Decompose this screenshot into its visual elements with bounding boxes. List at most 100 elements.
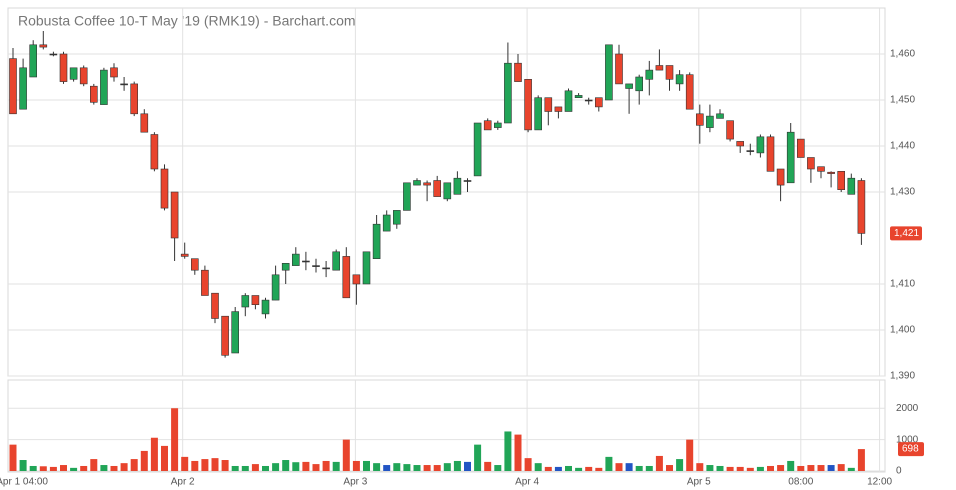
last-volume-label: 698 xyxy=(902,444,919,455)
volume-bar xyxy=(605,456,613,471)
candle-body xyxy=(49,53,58,56)
candle-body xyxy=(433,180,442,197)
volume-bar xyxy=(100,465,108,471)
candle-body xyxy=(100,69,108,105)
volume-bar xyxy=(575,467,583,471)
x-tick-label: 12:00 xyxy=(867,477,892,488)
candle-body xyxy=(39,44,48,48)
candle-body xyxy=(413,180,421,186)
candle-body xyxy=(79,67,88,85)
candle-body xyxy=(463,180,472,182)
candle-body xyxy=(201,269,209,296)
y-tick-label: 1,390 xyxy=(890,371,915,382)
grid xyxy=(8,8,885,472)
candle-body xyxy=(332,251,341,271)
candle-body xyxy=(392,210,401,225)
volume-bar xyxy=(90,459,98,471)
x-tick-label: 08:00 xyxy=(788,477,813,488)
volume-bar xyxy=(423,465,431,471)
candle-body xyxy=(160,168,169,209)
candle-body xyxy=(514,62,522,82)
candle-body xyxy=(544,97,553,112)
x-tick-label: Apr 1 04:00 xyxy=(0,477,48,488)
volume-bar xyxy=(686,439,694,471)
candle-body xyxy=(847,177,856,195)
volume-bar xyxy=(797,465,805,471)
candle-body xyxy=(665,65,674,80)
candle-body xyxy=(726,120,734,140)
volume-tick-label: 0 xyxy=(896,466,902,477)
volume-bar xyxy=(130,459,138,471)
y-tick-label: 1,450 xyxy=(890,95,915,106)
candle-body xyxy=(362,251,371,285)
last-volume-box xyxy=(898,442,924,457)
candle-body xyxy=(635,76,644,92)
candle-body xyxy=(605,44,613,101)
last-price-label: 1,421 xyxy=(894,228,919,239)
candle-body xyxy=(837,171,846,191)
volume-tick-label: 2000 xyxy=(896,403,919,414)
candle-body xyxy=(736,141,745,147)
candle-body xyxy=(746,150,755,152)
candle-body xyxy=(594,97,603,108)
volume-bar xyxy=(110,465,118,471)
volume-bar xyxy=(262,465,269,471)
candle-body xyxy=(372,223,381,259)
volume-bar xyxy=(544,466,552,471)
candle-body xyxy=(251,295,260,305)
volume-bar xyxy=(302,461,310,471)
volume-bar xyxy=(282,460,290,471)
volume-bar xyxy=(736,466,744,471)
candle-body xyxy=(524,79,532,131)
candle-body xyxy=(29,44,38,78)
volume-bar xyxy=(312,464,320,471)
volume-bar xyxy=(625,463,633,471)
volume-bar xyxy=(433,465,441,471)
volume-bar xyxy=(615,463,623,471)
candle-body xyxy=(716,113,724,119)
volume-bar xyxy=(413,465,421,471)
volume-bar xyxy=(383,465,391,471)
chart-title: Robusta Coffee 10-T May '19 (RMK19) - Ba… xyxy=(18,13,356,29)
candle-body xyxy=(827,171,835,174)
candle-body xyxy=(796,138,805,158)
candle-body xyxy=(504,62,512,124)
volume-bar xyxy=(706,465,714,471)
candle-body xyxy=(756,136,765,154)
volume-bar xyxy=(443,463,451,471)
candle-body xyxy=(281,262,290,271)
y-tick-label: 1,430 xyxy=(890,187,915,198)
candle-body xyxy=(685,74,694,110)
volume-bar xyxy=(504,431,512,471)
candle-body xyxy=(180,253,189,257)
volume-bar xyxy=(19,460,27,471)
volume-bar xyxy=(837,464,845,471)
volume-bar xyxy=(534,463,542,471)
volume-bar xyxy=(231,465,239,471)
volume-bar xyxy=(403,464,411,471)
candle-body xyxy=(857,180,866,234)
candle-body xyxy=(211,292,219,319)
candle-body xyxy=(291,253,300,266)
candle-body xyxy=(59,53,68,82)
volume-bar xyxy=(787,460,795,471)
volume-panel xyxy=(7,379,886,473)
volume-bar xyxy=(60,465,67,471)
candle-body xyxy=(453,177,462,195)
y-tick-label: 1,400 xyxy=(890,325,915,336)
volume-bar xyxy=(645,465,653,471)
x-tick-label: Apr 2 xyxy=(171,477,195,488)
volume-bar xyxy=(373,463,381,471)
candle-body xyxy=(695,113,704,126)
volume-bar xyxy=(484,461,492,471)
volume-bar xyxy=(827,465,835,471)
volume-bar xyxy=(70,467,78,471)
volume-bar xyxy=(857,449,865,471)
volume-bar xyxy=(171,408,179,471)
x-tick-label: Apr 3 xyxy=(343,477,367,488)
volume-bar xyxy=(464,461,471,471)
candle-body xyxy=(423,182,431,186)
volume-bar xyxy=(272,463,280,471)
volume-bar xyxy=(342,439,350,471)
